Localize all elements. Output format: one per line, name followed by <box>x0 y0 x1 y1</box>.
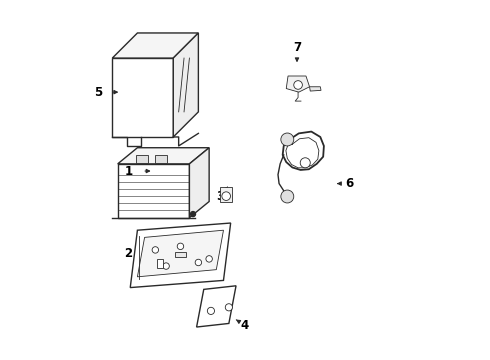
Polygon shape <box>112 33 198 58</box>
Polygon shape <box>137 230 223 277</box>
Circle shape <box>222 192 230 201</box>
Circle shape <box>281 190 294 203</box>
Polygon shape <box>130 223 231 288</box>
Polygon shape <box>157 259 163 268</box>
Circle shape <box>281 133 294 146</box>
Circle shape <box>177 243 184 249</box>
Circle shape <box>206 256 212 262</box>
Polygon shape <box>175 252 186 257</box>
Polygon shape <box>112 58 173 137</box>
Text: 4: 4 <box>241 319 249 332</box>
Circle shape <box>300 158 310 168</box>
Text: 6: 6 <box>345 177 353 190</box>
Text: 3: 3 <box>216 190 224 203</box>
Circle shape <box>152 247 159 253</box>
Circle shape <box>225 304 232 311</box>
Polygon shape <box>118 148 209 164</box>
Circle shape <box>294 81 302 89</box>
Circle shape <box>195 259 201 266</box>
Circle shape <box>191 212 196 217</box>
Polygon shape <box>196 286 236 327</box>
Bar <box>155 155 167 163</box>
Circle shape <box>163 263 170 269</box>
Polygon shape <box>118 164 190 218</box>
Circle shape <box>207 307 215 315</box>
Polygon shape <box>286 76 310 92</box>
Text: 2: 2 <box>124 247 132 260</box>
Text: 1: 1 <box>124 165 132 177</box>
Polygon shape <box>220 187 232 202</box>
Text: 7: 7 <box>293 41 301 54</box>
Polygon shape <box>173 33 198 137</box>
Polygon shape <box>190 148 209 218</box>
Text: 5: 5 <box>94 86 102 99</box>
Bar <box>136 155 148 163</box>
Polygon shape <box>310 87 321 91</box>
